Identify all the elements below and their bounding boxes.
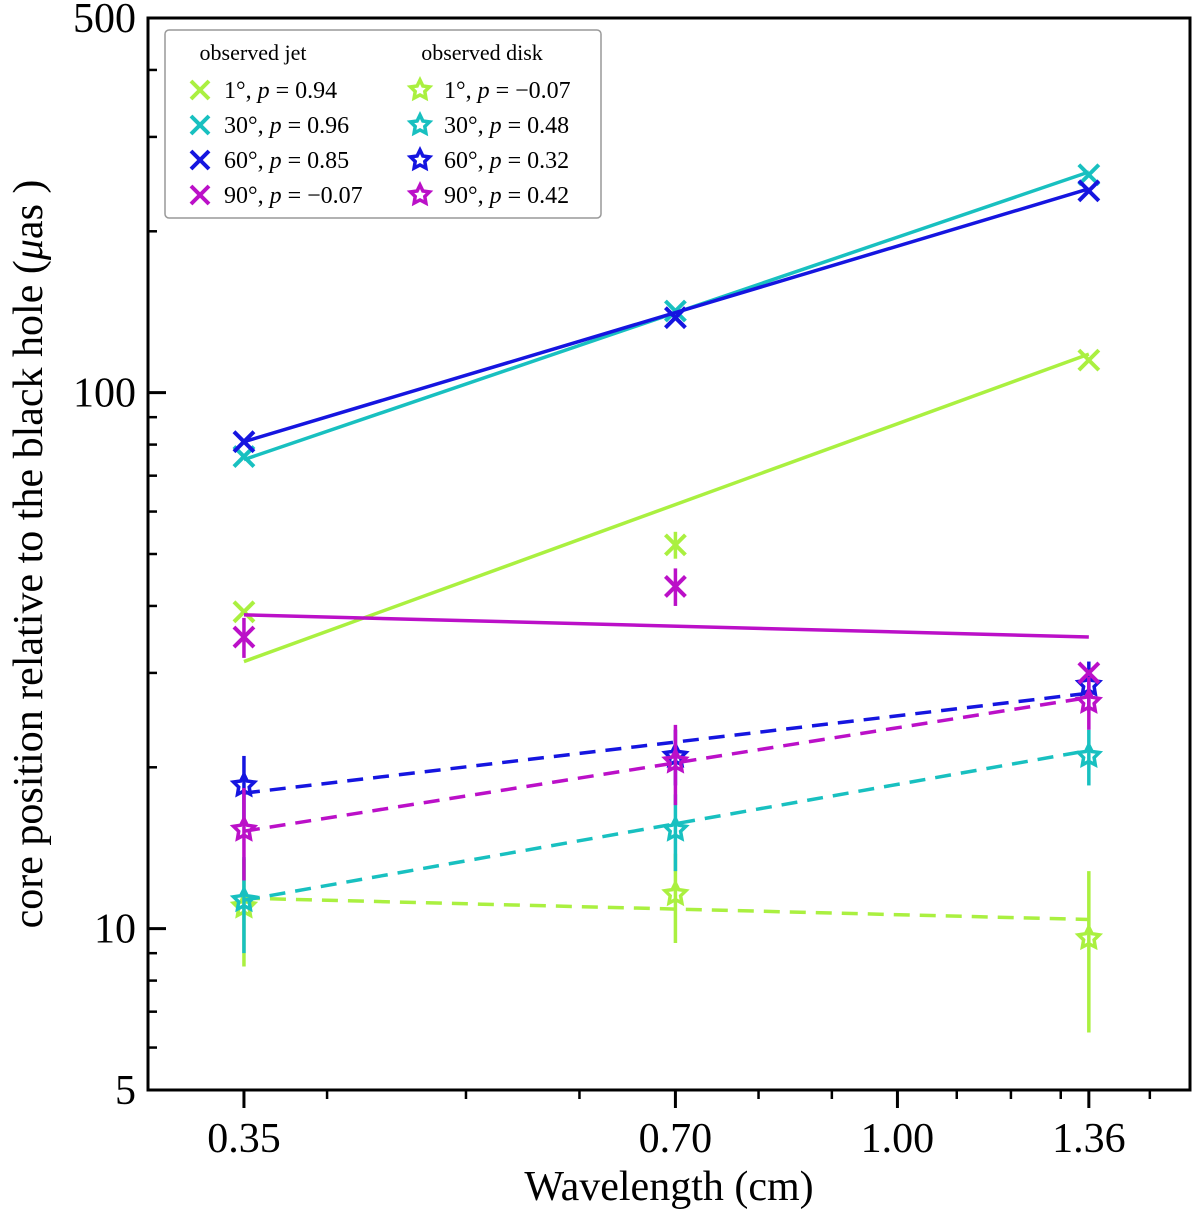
star-marker <box>661 879 690 907</box>
star-marker <box>406 180 434 207</box>
legend-label: 30°, p = 0.48 <box>444 113 569 139</box>
star-marker <box>1074 923 1104 951</box>
legend-box <box>164 29 602 219</box>
x-marker <box>1077 179 1101 203</box>
disk-fit-line <box>243 896 1089 922</box>
y-tick-label: 5 <box>115 1068 136 1114</box>
star-marker <box>229 814 259 842</box>
jet-series-2 <box>232 179 1101 454</box>
disk-fit-line <box>243 695 1090 833</box>
y-tick-label: 500 <box>73 0 136 42</box>
x-marker <box>189 149 211 171</box>
star-marker <box>406 145 434 172</box>
star-marker <box>661 746 690 774</box>
legend-label: 1°, p = 0.94 <box>224 78 337 104</box>
jet-series-0 <box>232 348 1101 664</box>
x-marker <box>189 79 211 101</box>
disk-series-2 <box>229 661 1104 820</box>
x-tick-label: 1.36 <box>1052 1116 1126 1162</box>
star-marker <box>229 885 259 913</box>
star-marker <box>661 814 690 842</box>
x-marker <box>664 533 687 557</box>
star-marker <box>1074 740 1104 769</box>
disk-series-3 <box>229 676 1104 881</box>
legend-label: 60°, p = 0.32 <box>444 148 569 174</box>
x-marker <box>1077 661 1101 685</box>
x-marker <box>664 575 687 598</box>
legend-disk-entry-1: 30°, p = 0.48 <box>406 110 569 139</box>
x-axis-label: Wavelength (cm) <box>524 1164 813 1210</box>
disk-fit-line <box>243 691 1090 795</box>
legend-disk-entry-0: 1°, p = −0.07 <box>406 75 571 104</box>
jet-fit-line <box>243 352 1090 664</box>
legend-label: 60°, p = 0.85 <box>224 148 349 174</box>
x-marker <box>189 114 211 136</box>
x-tick-label: 0.35 <box>207 1116 281 1162</box>
legend-jet-entry-3: 90°, p = −0.07 <box>189 183 363 209</box>
jet-series-3 <box>232 568 1101 685</box>
star-marker <box>406 75 434 102</box>
jet-fit-line <box>243 187 1090 444</box>
disk-series-0 <box>229 853 1104 1033</box>
legend-jet-entry-1: 30°, p = 0.96 <box>189 113 349 139</box>
y-tick-label: 100 <box>73 371 136 417</box>
star-marker <box>1074 686 1104 714</box>
legend-jet-entry-0: 1°, p = 0.94 <box>189 78 337 104</box>
x-marker <box>232 600 256 624</box>
y-axis-label: core position relative to the black hole… <box>6 180 52 929</box>
x-tick-label: 0.70 <box>639 1116 713 1162</box>
x-marker <box>189 184 211 206</box>
legend-label: 1°, p = −0.07 <box>444 78 571 104</box>
x-marker <box>232 430 256 454</box>
legend-disk-entry-2: 60°, p = 0.32 <box>406 145 569 174</box>
x-marker <box>664 306 687 330</box>
legend-title-jet: observed jet <box>200 40 307 65</box>
legend-title-disk: observed disk <box>421 40 543 65</box>
y-tick-label: 10 <box>94 907 136 953</box>
legend-disk-entry-3: 90°, p = 0.42 <box>406 180 569 209</box>
x-marker <box>1077 348 1101 372</box>
legend-label: 30°, p = 0.96 <box>224 113 349 139</box>
star-marker <box>406 110 434 137</box>
legend-jet-entry-2: 60°, p = 0.85 <box>189 148 349 174</box>
x-marker <box>232 625 256 649</box>
jet-fit-line <box>243 613 1089 639</box>
legend-label: 90°, p = 0.42 <box>444 183 569 209</box>
x-tick-label: 1.00 <box>861 1116 935 1162</box>
legend-label: 90°, p = −0.07 <box>224 183 363 209</box>
